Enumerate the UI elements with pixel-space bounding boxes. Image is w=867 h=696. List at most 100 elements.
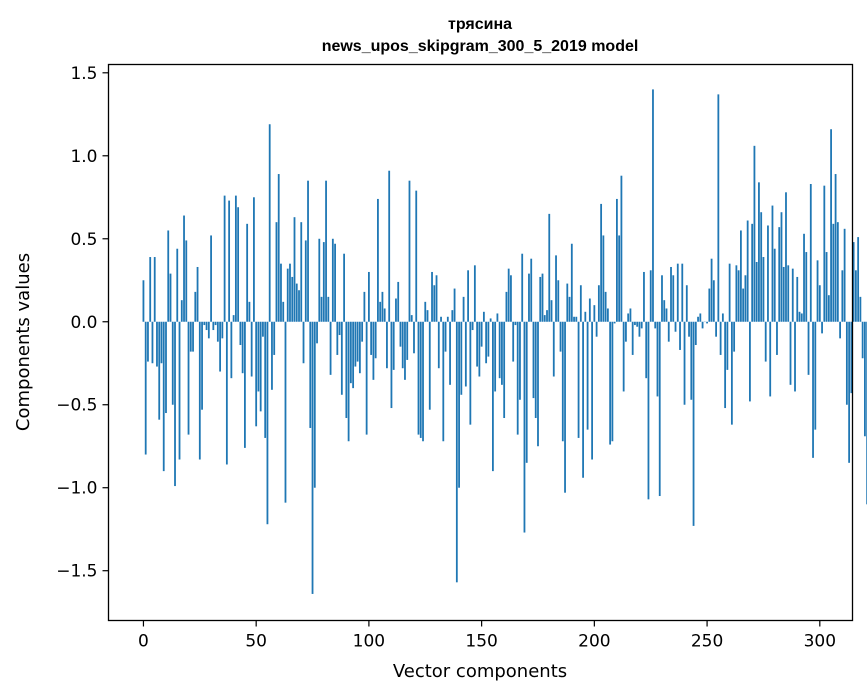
y-tick-label: 1.5	[70, 64, 97, 84]
bar	[153, 257, 156, 322]
bar	[462, 296, 465, 322]
bar	[354, 321, 357, 367]
bar	[408, 180, 411, 322]
bar	[548, 213, 551, 322]
bar	[521, 253, 524, 322]
bar	[268, 124, 271, 322]
bar	[363, 291, 366, 322]
bar	[458, 321, 460, 488]
bar	[710, 258, 713, 322]
bar	[528, 273, 530, 322]
bar	[836, 222, 839, 322]
bar	[237, 207, 240, 322]
bar	[570, 243, 573, 322]
bar	[460, 321, 463, 395]
bar	[496, 313, 499, 322]
bar	[550, 300, 553, 322]
bar	[431, 271, 433, 322]
bar	[507, 268, 510, 322]
bar	[575, 316, 578, 322]
bar	[744, 275, 747, 322]
bar	[816, 260, 819, 322]
bar	[410, 315, 413, 322]
bar	[661, 275, 663, 322]
bar	[534, 321, 537, 419]
bar	[690, 321, 693, 400]
bar	[753, 145, 756, 322]
bar	[850, 321, 853, 394]
bar	[557, 280, 560, 322]
bar	[665, 308, 668, 322]
bar	[674, 321, 677, 332]
bar	[275, 222, 278, 322]
bar	[207, 321, 210, 339]
bar	[843, 228, 846, 322]
bar	[640, 321, 643, 329]
bar	[300, 222, 303, 322]
bar	[629, 308, 632, 322]
bar	[189, 321, 192, 352]
bar	[406, 321, 409, 360]
bar	[482, 311, 485, 322]
bar	[735, 265, 738, 322]
bar	[622, 321, 625, 392]
x-tick-label: 250	[691, 632, 723, 652]
x-tick-label: 200	[578, 632, 610, 652]
bar	[309, 321, 312, 428]
bar	[415, 190, 418, 322]
bar	[821, 321, 823, 334]
bar	[780, 212, 783, 322]
bar	[180, 300, 183, 322]
bar	[291, 276, 294, 322]
bar	[343, 253, 345, 322]
bar	[864, 321, 866, 437]
bar	[771, 205, 774, 322]
bar	[681, 263, 684, 322]
bar	[365, 321, 368, 435]
bar	[764, 321, 767, 362]
bar	[769, 321, 772, 397]
bar	[510, 275, 512, 322]
bar	[796, 276, 799, 322]
bar	[234, 195, 237, 322]
bar	[708, 288, 711, 322]
bar	[311, 321, 314, 594]
bar	[230, 321, 233, 379]
x-tick-label: 50	[245, 632, 267, 652]
bar	[778, 227, 781, 322]
x-axis-ticks: 0 50 100 150 200 250 300	[138, 620, 836, 652]
bar	[316, 321, 318, 344]
bar	[455, 321, 458, 583]
bar	[404, 321, 406, 380]
bar	[697, 316, 699, 322]
bar	[336, 321, 339, 355]
bar	[255, 321, 258, 427]
bar	[241, 321, 244, 374]
bar	[566, 283, 569, 322]
bar	[388, 170, 391, 322]
bar	[685, 285, 688, 322]
bar	[595, 321, 598, 337]
bar	[776, 321, 778, 355]
y-tick-label: 1.0	[70, 147, 97, 167]
bar	[825, 252, 828, 322]
bar	[277, 174, 280, 322]
bar	[352, 321, 355, 389]
bar	[282, 301, 285, 322]
bar	[530, 258, 533, 322]
bar	[809, 184, 812, 322]
bar	[812, 321, 814, 458]
bar	[767, 225, 769, 322]
bar	[800, 313, 803, 322]
bar	[392, 321, 395, 370]
y-tick-label: 0.0	[70, 313, 97, 333]
bar	[239, 321, 242, 345]
bar	[541, 273, 544, 322]
bar	[293, 217, 296, 322]
x-axis-label: Vector components	[393, 661, 567, 682]
bar	[676, 263, 679, 322]
bar	[830, 129, 832, 322]
bar	[514, 321, 517, 326]
bar	[413, 321, 415, 354]
bar	[379, 301, 382, 322]
